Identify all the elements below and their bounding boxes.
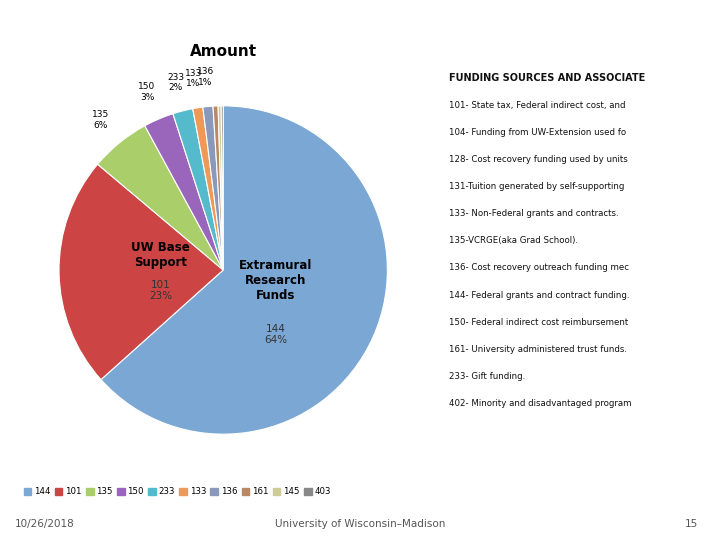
Text: 150
3%: 150 3% xyxy=(138,82,156,102)
Wedge shape xyxy=(221,106,223,270)
Text: 136
1%: 136 1% xyxy=(197,68,214,87)
Wedge shape xyxy=(98,126,223,270)
Text: 402- Minority and disadvantaged program: 402- Minority and disadvantaged program xyxy=(449,399,631,408)
Wedge shape xyxy=(145,114,223,270)
Text: 136- Cost recovery outreach funding mec: 136- Cost recovery outreach funding mec xyxy=(449,264,629,273)
Text: 15: 15 xyxy=(685,519,698,529)
Text: 128- Cost recovery funding used by units: 128- Cost recovery funding used by units xyxy=(449,155,628,164)
Text: FUNDING SOURCES AND ASSOCIATE: FUNDING SOURCES AND ASSOCIATE xyxy=(449,73,645,83)
Text: 10/26/2018: 10/26/2018 xyxy=(14,519,74,529)
Text: 133- Non-Federal grants and contracts.: 133- Non-Federal grants and contracts. xyxy=(449,210,618,218)
Text: 131-Tuition generated by self-supporting: 131-Tuition generated by self-supporting xyxy=(449,182,624,191)
Wedge shape xyxy=(213,106,223,270)
Text: 233- Gift funding.: 233- Gift funding. xyxy=(449,372,526,381)
Text: 135
6%: 135 6% xyxy=(92,110,109,130)
Text: University of Wisconsin–Madison: University of Wisconsin–Madison xyxy=(275,519,445,529)
Text: Extramural
Research
Funds: Extramural Research Funds xyxy=(239,259,312,302)
Wedge shape xyxy=(193,107,223,270)
Text: UW Base
Support: UW Base Support xyxy=(132,240,190,268)
Wedge shape xyxy=(101,106,387,434)
Wedge shape xyxy=(218,106,223,270)
Text: 135-VCRGE(aka Grad School).: 135-VCRGE(aka Grad School). xyxy=(449,237,578,245)
Title: Amount: Amount xyxy=(189,44,257,59)
Text: 133
1%: 133 1% xyxy=(184,69,202,89)
Text: 233
2%: 233 2% xyxy=(167,72,184,92)
Text: 161- University administered trust funds.: 161- University administered trust funds… xyxy=(449,345,627,354)
Legend: 144, 101, 135, 150, 233, 133, 136, 161, 145, 403: 144, 101, 135, 150, 233, 133, 136, 161, … xyxy=(20,484,334,500)
Text: 104- Funding from UW-Extension used fo: 104- Funding from UW-Extension used fo xyxy=(449,128,626,137)
Text: Another Slice of Expenditure Pie: Another Slice of Expenditure Pie xyxy=(25,23,508,49)
Text: 144- Federal grants and contract funding.: 144- Federal grants and contract funding… xyxy=(449,291,629,300)
Wedge shape xyxy=(59,164,223,380)
Text: 150- Federal indirect cost reimbursement: 150- Federal indirect cost reimbursement xyxy=(449,318,629,327)
Text: 144
64%: 144 64% xyxy=(264,323,287,345)
Text: 101
23%: 101 23% xyxy=(149,280,172,301)
Wedge shape xyxy=(203,106,223,270)
Text: 101- State tax, Federal indirect cost, and: 101- State tax, Federal indirect cost, a… xyxy=(449,101,626,110)
Wedge shape xyxy=(173,109,223,270)
